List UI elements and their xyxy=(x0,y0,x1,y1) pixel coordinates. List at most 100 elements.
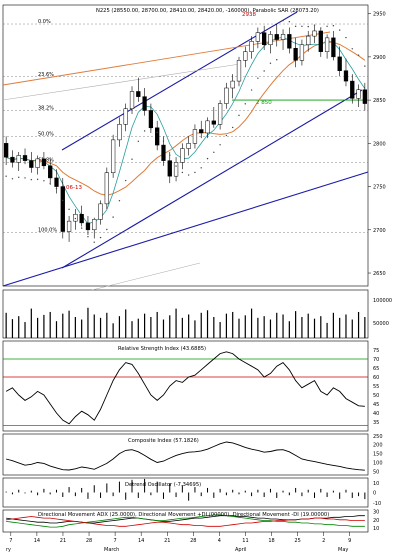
candle-body xyxy=(318,30,323,52)
peak-label: 2938 xyxy=(242,12,256,18)
volume-bar xyxy=(206,310,209,338)
detrend-bar xyxy=(213,492,215,498)
candle-body xyxy=(224,87,229,104)
sar-dot xyxy=(137,140,140,143)
rsi-title: Relative Strength Index (43.6885) xyxy=(118,346,206,352)
sar-dot xyxy=(364,65,366,67)
sar-dot xyxy=(175,165,177,167)
sar-dot xyxy=(11,178,14,180)
sar-dot xyxy=(118,199,121,202)
dmi-y-label: 10 xyxy=(373,526,379,532)
sar-dot xyxy=(36,178,39,181)
candle-body xyxy=(324,37,330,52)
panel-frame-rsi xyxy=(2,340,369,432)
rsi-y-label: 35 xyxy=(373,420,379,426)
sar-dot xyxy=(231,126,234,129)
sar-dot xyxy=(80,227,83,229)
sar-dot xyxy=(250,89,253,91)
detrend-bar xyxy=(332,490,334,493)
sar-dot xyxy=(332,25,335,27)
detrend-bar xyxy=(238,492,240,495)
volume-bar xyxy=(162,319,165,338)
volume-bar xyxy=(357,311,360,338)
detrend-bar xyxy=(181,485,183,493)
volume-bar xyxy=(30,308,32,338)
volume-bar xyxy=(137,318,139,338)
candle-body xyxy=(274,34,279,40)
detrend-bar xyxy=(288,492,290,496)
volume-bar xyxy=(345,314,347,338)
detrend-bar xyxy=(320,488,322,493)
sar-dot xyxy=(257,77,259,79)
rsi-y-label: 70 xyxy=(373,357,379,363)
detrend-bar xyxy=(188,492,190,501)
dmi-y-label: 30 xyxy=(373,510,379,516)
sar-dot xyxy=(263,70,265,72)
candle-body xyxy=(362,89,367,104)
panel-frame-price xyxy=(2,4,369,287)
candle-body xyxy=(211,120,216,125)
volume-bar xyxy=(49,311,51,338)
detrend-bar xyxy=(112,492,114,497)
candle-body xyxy=(337,56,342,71)
detrend-bar xyxy=(225,492,227,496)
sar-dot xyxy=(357,54,360,56)
candle-body xyxy=(66,220,72,232)
rsi-y-label: 45 xyxy=(373,402,379,408)
detrend-bar xyxy=(219,488,221,493)
volume-bar xyxy=(18,316,20,338)
x-tick-label: 7 xyxy=(114,538,117,544)
volume-bar xyxy=(143,313,146,338)
sar-dot xyxy=(49,182,51,185)
detrend-bar xyxy=(118,481,120,493)
detrend-bar xyxy=(93,485,95,493)
candle-body xyxy=(243,51,248,61)
detrend-bar xyxy=(68,487,70,493)
price-y-label: 2950 xyxy=(373,12,386,18)
x-month-label: April xyxy=(235,547,246,553)
detrend-bar xyxy=(307,489,309,493)
detrend-bar xyxy=(30,490,32,493)
candle-body xyxy=(236,60,242,82)
sar-dot xyxy=(244,103,246,105)
detrend-bar xyxy=(351,492,353,498)
sar-dot xyxy=(30,178,33,181)
sar-dot xyxy=(87,236,89,238)
detrend-bar xyxy=(301,492,303,497)
channel-line-lower xyxy=(61,89,363,269)
trend-line-lower xyxy=(2,171,369,287)
volume-bar xyxy=(339,317,341,338)
composite-y-label: 150 xyxy=(373,452,383,458)
candle-body xyxy=(35,158,40,168)
volume-bar xyxy=(5,312,7,338)
composite-title: Composite Index (57.1826) xyxy=(128,438,199,444)
sar-dot xyxy=(213,151,215,153)
channel-line-upper xyxy=(61,11,298,151)
candle-body xyxy=(230,80,235,89)
volume-bar xyxy=(364,317,366,338)
volume-bar xyxy=(106,312,108,338)
panel-frame-comp xyxy=(2,433,369,476)
support-label: 2 850 xyxy=(256,100,272,106)
sar-dot xyxy=(345,36,347,39)
sar-dot xyxy=(320,27,322,29)
x-tick-label: 21 xyxy=(60,538,66,544)
volume-bar xyxy=(181,317,183,338)
sar-dot xyxy=(313,24,316,26)
dmi-y-label: 20 xyxy=(373,518,379,524)
candle-body xyxy=(356,89,361,99)
sar-dot xyxy=(351,48,353,50)
candle-body xyxy=(41,158,47,167)
volume-bar xyxy=(313,318,316,338)
detrend-bar xyxy=(55,489,57,493)
detrend-bar xyxy=(150,492,152,496)
volume-bar xyxy=(320,316,322,338)
detrend-bar xyxy=(207,487,209,493)
volume-bar xyxy=(43,314,45,338)
volume-bar xyxy=(326,322,328,338)
detrend-bar xyxy=(257,489,259,493)
candle-body xyxy=(85,222,91,231)
candle-body xyxy=(306,35,311,46)
volume-bar xyxy=(62,313,64,338)
